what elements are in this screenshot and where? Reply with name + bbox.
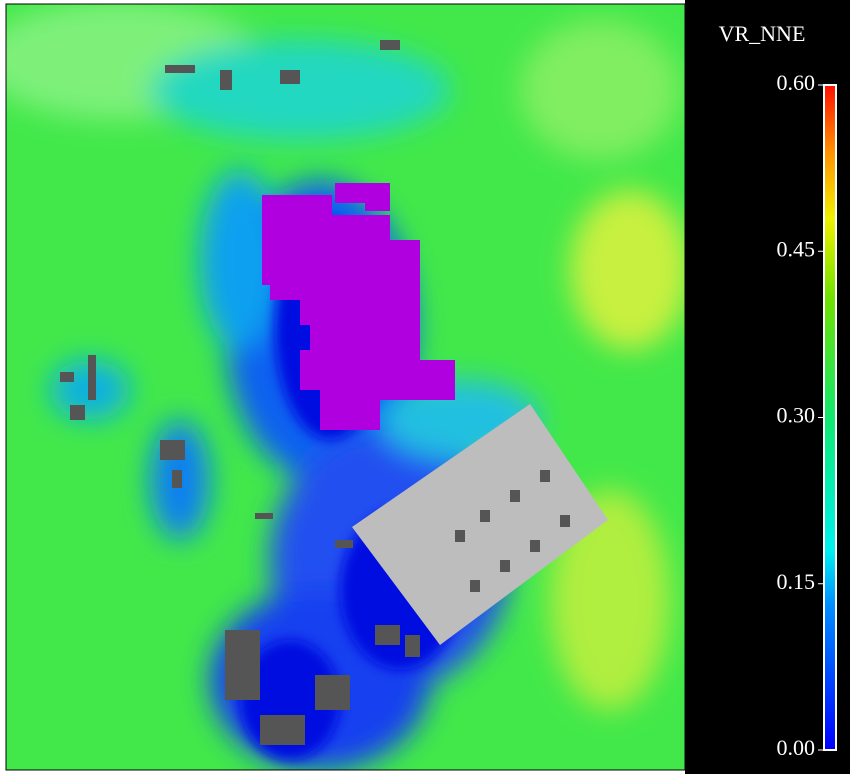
legend-title: VR_NNE bbox=[719, 21, 806, 46]
velocity-field bbox=[0, 0, 690, 770]
tick-label: 0.45 bbox=[777, 236, 816, 261]
tick-label: 0.60 bbox=[777, 70, 816, 95]
tick-label: 0.30 bbox=[777, 403, 816, 428]
page: VR_NNE 0.000.150.300.450.60 (() => { con… bbox=[0, 0, 850, 774]
colorbar bbox=[824, 85, 836, 750]
figure: VR_NNE 0.00 0.15 0.30 0.45 0.60 bbox=[0, 0, 850, 774]
tick-label: 0.00 bbox=[777, 735, 816, 760]
tick-label: 0.15 bbox=[777, 569, 816, 594]
